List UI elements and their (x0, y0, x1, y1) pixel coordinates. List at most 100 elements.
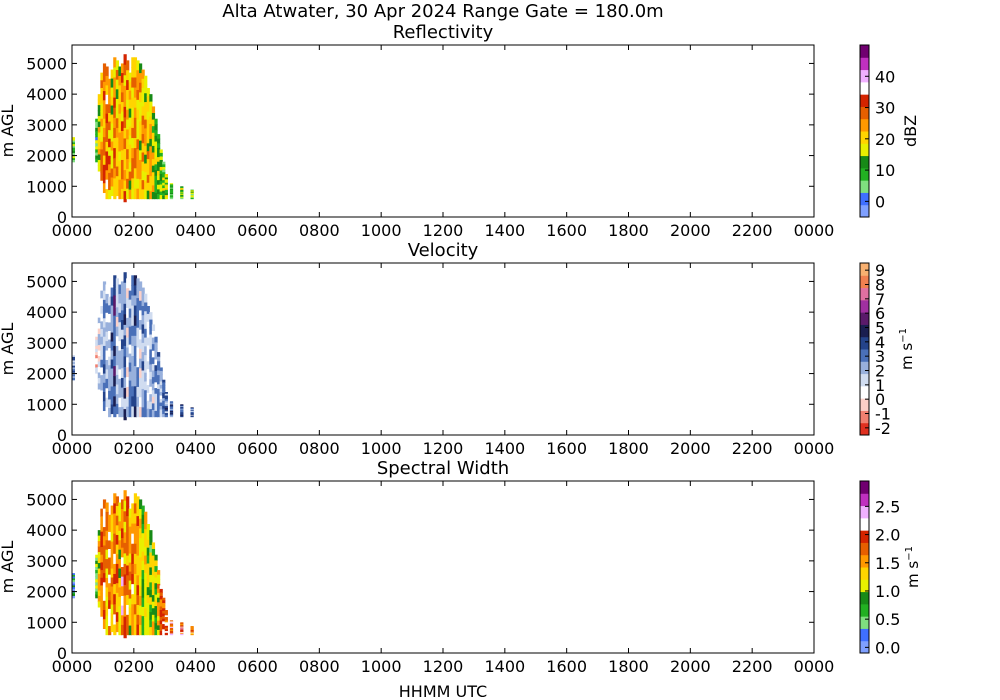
heatmap-cell (128, 99, 132, 110)
spectral-width-title: Spectral Width (377, 458, 509, 479)
heatmap-cell (113, 57, 117, 68)
y-tick-label: 2000 (26, 365, 67, 384)
heatmap-cell (144, 573, 148, 583)
heatmap-cell (146, 119, 150, 129)
heatmap-cell (169, 405, 174, 408)
heatmap-cell (133, 604, 138, 615)
heatmap-cell (102, 318, 107, 329)
heatmap-cell (159, 370, 163, 376)
heatmap-cell (100, 375, 104, 384)
heatmap-cell (100, 329, 104, 338)
heatmap-cell (133, 624, 138, 636)
heatmap-cell (120, 339, 125, 350)
heatmap-cell (131, 97, 135, 109)
heatmap-cell (100, 344, 104, 353)
heatmap-cell (72, 595, 75, 599)
heatmap-cell (100, 164, 104, 174)
heatmap-cell (120, 576, 125, 587)
heatmap-cell (159, 152, 163, 158)
heatmap-cell (151, 575, 156, 583)
heatmap-cell (164, 613, 168, 616)
heatmap-cell (118, 502, 122, 513)
heatmap-cell (97, 595, 101, 603)
colorbar-segment (860, 204, 869, 218)
heatmap-cell (180, 195, 184, 198)
heatmap-cell (149, 604, 153, 613)
heatmap-cell (157, 356, 161, 362)
heatmap-cell (120, 188, 125, 200)
heatmap-cell (105, 549, 109, 560)
colorbar-segment (860, 398, 869, 411)
heatmap-cell (97, 105, 101, 112)
heatmap-cell (190, 195, 194, 198)
heatmap-cell (164, 393, 168, 397)
heatmap-cell (164, 195, 168, 198)
heatmap-cell (149, 364, 153, 373)
heatmap-cell (133, 285, 138, 297)
heatmap-cell (144, 363, 148, 374)
heatmap-cell (105, 113, 109, 124)
heatmap-cell (138, 188, 143, 200)
heatmap-cell (169, 625, 174, 628)
heatmap-cell (113, 168, 117, 179)
heatmap-cell (128, 607, 132, 618)
heatmap-cell (144, 110, 148, 121)
heatmap-cell (105, 160, 109, 171)
heatmap-cell (141, 189, 145, 200)
colorbar-segment (860, 505, 869, 519)
heatmap-cell (180, 412, 184, 414)
heatmap-cell (133, 614, 138, 626)
heatmap-cell (159, 613, 163, 618)
heatmap-cell (164, 174, 168, 177)
colorbar-tick-label: 20 (875, 130, 895, 149)
heatmap-cell (131, 67, 135, 79)
heatmap-cell (151, 383, 156, 391)
heatmap-cell (149, 371, 153, 380)
heatmap-cell (190, 628, 194, 630)
heatmap-cell (108, 322, 112, 332)
heatmap-cell (151, 185, 156, 193)
heatmap-cell (149, 349, 153, 358)
heatmap-cell (164, 392, 168, 395)
heatmap-cell (108, 591, 112, 601)
heatmap-cell (149, 146, 153, 155)
heatmap-cell (100, 390, 104, 399)
heatmap-cell (123, 377, 127, 389)
reflectivity-title: Reflectivity (393, 22, 494, 43)
heatmap-cell (102, 91, 107, 101)
heatmap-cell (151, 145, 156, 154)
heatmap-cell (151, 562, 156, 570)
heatmap-cell (113, 345, 117, 357)
heatmap-cell (120, 377, 125, 389)
heatmap-cell (105, 625, 109, 636)
heatmap-cell (95, 557, 99, 562)
spectral-width-x-axis: 0000 0200 0400 0600 0800 1000 1200 1400 1600 1800… (52, 481, 834, 676)
x-tick-label: 2000 (670, 221, 711, 240)
heatmap-cell (159, 624, 163, 629)
x-tick-label: 0800 (299, 439, 340, 458)
y-tick-label: 5000 (26, 54, 67, 73)
heatmap-cell (118, 521, 122, 532)
heatmap-cell (126, 168, 130, 180)
heatmap-cell (72, 358, 75, 362)
heatmap-cell (102, 508, 107, 519)
y-tick-label: 4000 (26, 521, 67, 540)
x-tick-label: 0400 (175, 439, 216, 458)
heatmap-cell (180, 409, 184, 412)
heatmap-cell (123, 553, 127, 565)
heatmap-cell (115, 336, 119, 347)
heatmap-cell (131, 345, 135, 357)
heatmap-cell (118, 94, 122, 105)
heatmap-cell (118, 151, 122, 162)
heatmap-cell (141, 625, 145, 636)
heatmap-cell (169, 414, 174, 417)
heatmap-cell (95, 352, 99, 356)
heatmap-cell (190, 415, 194, 418)
heatmap-cell (149, 109, 153, 118)
heatmap-cell (159, 595, 163, 601)
heatmap-cell (105, 312, 109, 323)
heatmap-cell (108, 172, 112, 183)
heatmap-cell (131, 356, 135, 367)
heatmap-cell (151, 601, 156, 609)
heatmap-cell (100, 95, 104, 104)
